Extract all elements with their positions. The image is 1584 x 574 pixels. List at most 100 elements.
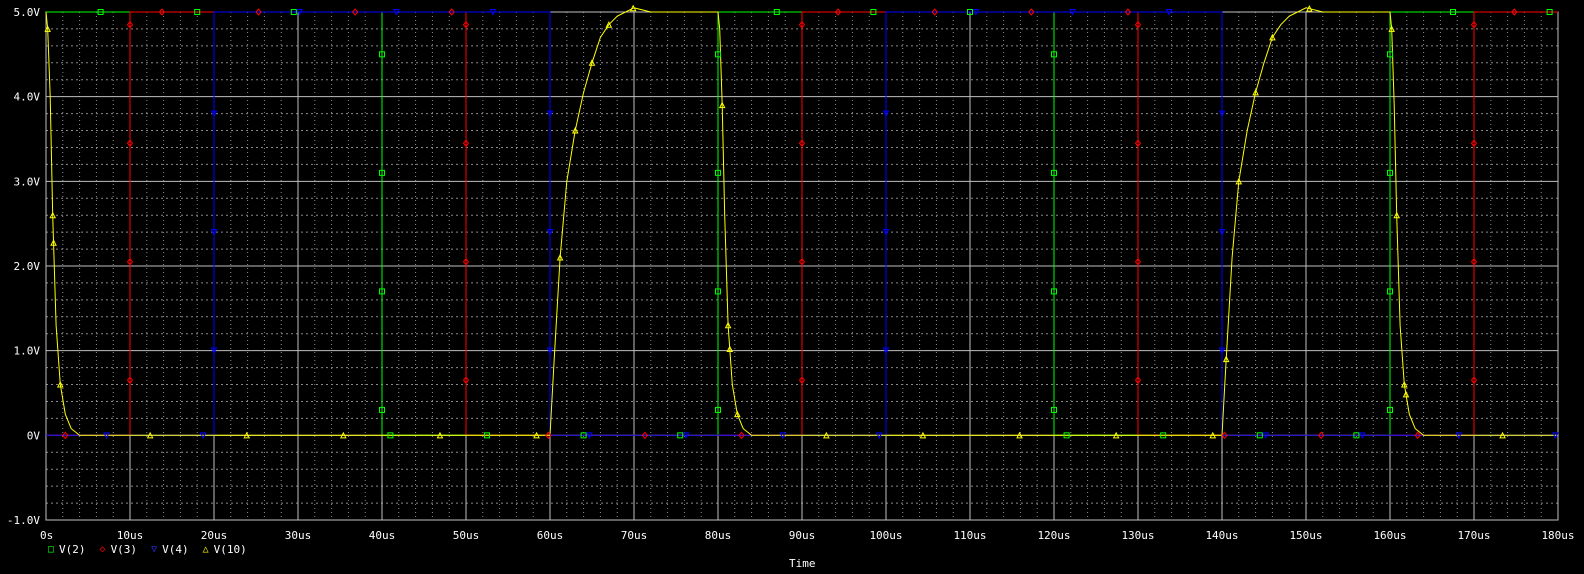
- series-marker-square: [379, 51, 385, 58]
- series-marker-triangle-down: [392, 9, 400, 16]
- series-marker-diamond: [1028, 8, 1035, 16]
- y-tick-labels: 5.0V 4.0V 3.0V 2.0V 1.0V 0V -1.0V: [7, 6, 40, 527]
- series-marker-diamond: [448, 8, 455, 16]
- series-marker-diamond: [351, 8, 359, 16]
- series-marker-triangle-down: [103, 432, 110, 439]
- series-marker-diamond: [462, 376, 470, 385]
- series-marker-square: [194, 9, 201, 15]
- x-tick-label: 130us: [1121, 529, 1154, 542]
- series-marker-square: [1051, 406, 1057, 413]
- series-marker-square: [1387, 51, 1393, 58]
- series-marker-triangle-down: [1069, 9, 1076, 16]
- series-marker-triangle-down: [546, 229, 554, 236]
- series-marker-square: [715, 169, 721, 176]
- series-marker-triangle: [1252, 88, 1259, 96]
- series-marker-square: [1450, 9, 1456, 15]
- series-marker-triangle: [146, 431, 154, 439]
- x-tick-label: 50us: [453, 529, 480, 542]
- y-tick-label: -1.0V: [7, 514, 40, 527]
- series-marker-diamond: [62, 431, 69, 440]
- series-marker-triangle: [588, 59, 596, 66]
- series-marker-square: [97, 9, 104, 15]
- series-marker-triangle: [44, 25, 51, 32]
- series-marker-triangle: [605, 21, 613, 28]
- series-marker-triangle: [1222, 355, 1230, 363]
- series-marker-diamond: [931, 8, 938, 16]
- series-marker-triangle-down: [546, 110, 554, 118]
- series-marker-diamond: [1470, 20, 1478, 29]
- series-marker-triangle-down: [882, 229, 890, 236]
- series-marker-square: [715, 406, 721, 413]
- series-marker-diamond: [462, 139, 470, 148]
- series-marker-triangle: [726, 345, 734, 352]
- series-marker-triangle-down: [210, 347, 218, 355]
- x-tick-label: 20us: [201, 529, 228, 542]
- series-marker-triangle-down: [972, 9, 980, 16]
- series-marker-triangle-down: [199, 432, 207, 439]
- series-marker-triangle: [1388, 25, 1395, 32]
- series-marker-diamond: [798, 139, 806, 148]
- x-tick-label: 70us: [621, 529, 648, 542]
- series-marker-square: [1063, 432, 1070, 439]
- series-marker-diamond: [1470, 257, 1478, 266]
- x-tick-label: 40us: [369, 529, 396, 542]
- legend-label-v3: V(3): [110, 543, 138, 556]
- series-marker-triangle-down: [546, 347, 554, 355]
- x-tick-labels: 0s 10us 20us 30us 40us 50us 60us 70us 80us 90us 10…: [40, 529, 1575, 542]
- series-marker-triangle-down: [210, 229, 218, 236]
- series-marker-square: [1051, 169, 1057, 176]
- series-marker-diamond: [1134, 139, 1142, 148]
- series-marker-diamond: [126, 257, 134, 266]
- x-tick-label: 100us: [869, 529, 902, 542]
- series-marker-square: [379, 169, 385, 176]
- x-tick-label: 30us: [285, 529, 312, 542]
- x-tick-label: 80us: [705, 529, 732, 542]
- series-marker-diamond: [798, 376, 806, 385]
- series-marker-square: [1160, 432, 1167, 439]
- legend-label-v10: V(10): [213, 543, 247, 556]
- legend-label-v4: V(4): [162, 543, 189, 556]
- legend-item-v3: ◇ V(3): [100, 543, 138, 556]
- series-marker-triangle-down: [1552, 432, 1559, 439]
- series-markers: [44, 4, 1559, 440]
- series-marker-square: [1546, 9, 1553, 15]
- series-marker-diamond: [545, 431, 552, 440]
- legend-square-icon: □: [48, 544, 55, 555]
- series-marker-square: [379, 406, 385, 413]
- series-marker-triangle: [1393, 211, 1401, 219]
- x-tick-label: 120us: [1037, 529, 1070, 542]
- series-marker-triangle: [56, 380, 64, 388]
- series-marker-diamond: [1317, 431, 1325, 440]
- x-tick-label: 110us: [953, 529, 986, 542]
- series-marker-triangle-down: [1165, 9, 1173, 16]
- x-tick-label: 10us: [117, 529, 144, 542]
- series-marker-triangle-down: [779, 432, 786, 439]
- x-tick-label: 160us: [1373, 529, 1406, 542]
- series-marker-triangle: [1499, 431, 1506, 439]
- series-marker-triangle-down: [586, 432, 593, 439]
- series-marker-square: [773, 9, 780, 15]
- series-marker-diamond: [1470, 376, 1478, 385]
- series-line-v4: [46, 11, 1558, 436]
- series-marker-triangle: [718, 101, 726, 109]
- series-marker-triangle-down: [682, 432, 690, 439]
- series-marker-diamond: [1134, 20, 1142, 29]
- legend-triangle-icon: △: [202, 544, 209, 555]
- series-marker-triangle: [1402, 390, 1410, 398]
- y-tick-label: 0V: [27, 429, 41, 442]
- series-marker-triangle: [734, 410, 741, 418]
- x-tick-label: 180us: [1541, 529, 1574, 542]
- series-marker-triangle-down: [1358, 432, 1366, 439]
- x-tick-label: 0s: [40, 529, 53, 542]
- series-marker-triangle: [1209, 431, 1217, 439]
- series-marker-triangle-down: [1218, 347, 1226, 355]
- series-marker-diamond: [126, 139, 134, 148]
- y-tick-label: 3.0V: [14, 175, 41, 188]
- y-tick-label: 1.0V: [14, 345, 41, 358]
- y-tick-label: 5.0V: [14, 6, 41, 19]
- series-marker-square: [967, 9, 973, 15]
- series-marker-diamond: [1221, 431, 1228, 440]
- legend: □ V(2) ◇ V(3) ▽ V(4) △ V(10): [48, 543, 247, 556]
- series-marker-square: [1256, 432, 1263, 439]
